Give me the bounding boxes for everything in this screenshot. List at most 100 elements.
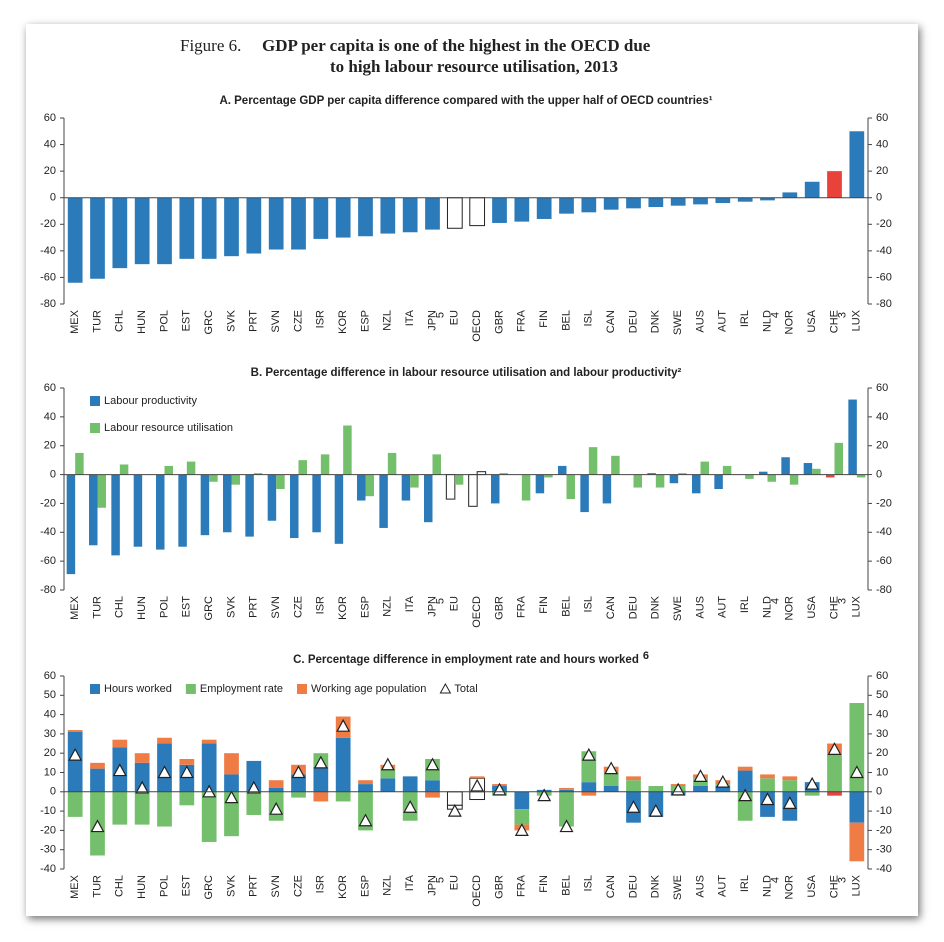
bar <box>745 474 754 479</box>
y-tick-label: -60 <box>40 555 56 567</box>
legend-label: Labour productivity <box>104 395 197 407</box>
x-tick-label: EU <box>449 596 461 611</box>
y2-tick-label: -40 <box>876 526 892 538</box>
bar <box>670 197 686 206</box>
bar <box>432 454 441 475</box>
x-tick-label: PRT <box>248 875 260 897</box>
bar <box>633 474 642 488</box>
bar <box>693 197 708 205</box>
y2-tick-label: 50 <box>876 689 888 701</box>
total-marker <box>380 757 395 771</box>
bar-segment <box>469 791 486 801</box>
category-footnote: 4 <box>769 312 781 318</box>
panel-title: B. Percentage difference in labour resou… <box>251 367 682 379</box>
bar-segment <box>626 780 641 792</box>
y-tick-label: -60 <box>40 271 56 283</box>
legend-swatch <box>90 684 100 694</box>
bar <box>224 197 239 257</box>
x-tick-label: LUX <box>851 309 863 331</box>
bar-segment <box>648 786 664 792</box>
bar <box>379 474 388 528</box>
legend-label: Hours worked <box>104 683 172 695</box>
bar <box>119 464 129 475</box>
bar <box>335 197 351 238</box>
category-footnote: 5 <box>434 312 446 318</box>
bar <box>380 197 396 234</box>
category-footnote: 3 <box>836 312 848 318</box>
bar <box>655 474 665 488</box>
bar <box>320 454 330 475</box>
bar <box>669 474 679 484</box>
y-tick-label: -40 <box>40 863 56 875</box>
total-marker <box>559 819 574 833</box>
bar <box>97 474 106 508</box>
bar-segment <box>134 762 150 792</box>
x-tick-label: NZL <box>382 596 394 617</box>
bar <box>268 197 284 250</box>
bar <box>454 474 464 485</box>
bar-segment <box>581 791 597 796</box>
x-tick-label: POL <box>158 596 170 618</box>
total-marker <box>849 765 864 779</box>
bar <box>156 474 165 550</box>
x-tick-label: DEU <box>627 310 639 333</box>
bar <box>566 474 575 500</box>
bar-segment <box>201 739 217 744</box>
bar-segment <box>559 791 574 827</box>
total-marker <box>157 765 172 779</box>
y-tick-label: 20 <box>44 440 56 452</box>
bar-segment <box>737 770 753 792</box>
bar <box>492 197 507 223</box>
bar-segment <box>201 743 217 792</box>
total-marker <box>693 769 708 782</box>
x-tick-label: NLD <box>761 596 773 618</box>
bar-segment <box>402 776 418 792</box>
bar <box>789 474 799 485</box>
bar <box>827 171 842 198</box>
x-tick-label: DEU <box>627 875 639 898</box>
total-marker <box>68 747 83 761</box>
bar-segment <box>760 774 775 779</box>
bar <box>826 474 835 478</box>
bar <box>559 197 574 214</box>
bar-segment <box>224 774 239 792</box>
x-tick-label: JPN <box>426 875 438 896</box>
x-tick-label: JPN <box>426 310 438 331</box>
total-marker <box>291 765 306 779</box>
y2-tick-label: 60 <box>876 382 888 394</box>
y-tick-label: -30 <box>40 844 56 856</box>
y-tick-label: 60 <box>44 382 56 394</box>
bar <box>343 425 352 475</box>
x-tick-label: GRC <box>203 875 215 900</box>
bar <box>231 474 240 485</box>
legend-label: Total <box>454 683 477 695</box>
y2-tick-label: 60 <box>876 670 888 682</box>
y2-tick-label: -10 <box>876 805 892 817</box>
bar <box>714 474 723 489</box>
bar <box>856 474 866 478</box>
bar <box>603 197 619 210</box>
bar-segment <box>581 782 597 792</box>
bar-segment <box>268 780 284 788</box>
x-tick-label: EU <box>449 310 461 325</box>
x-tick-label: ISL <box>583 875 595 892</box>
total-marker <box>760 792 775 806</box>
legend-swatch <box>297 684 308 694</box>
total-marker <box>135 780 150 794</box>
total-marker <box>626 799 641 813</box>
x-tick-label: AUS <box>694 310 706 333</box>
x-tick-label: SVN <box>270 596 282 619</box>
y-tick-label: 20 <box>44 165 56 177</box>
x-tick-label: EST <box>181 596 193 618</box>
x-tick-label: KOR <box>337 596 349 620</box>
x-tick-label: FRA <box>516 874 528 897</box>
x-tick-label: TUR <box>91 310 103 333</box>
bar-segment <box>90 762 105 769</box>
category-footnote: 3 <box>836 877 848 883</box>
x-tick-label: ISR <box>315 596 327 614</box>
y-tick-label: 0 <box>50 468 56 480</box>
total-marker <box>447 803 462 817</box>
bar-segment <box>67 791 83 817</box>
total-marker <box>336 718 351 732</box>
y2-tick-label: 20 <box>876 165 888 177</box>
